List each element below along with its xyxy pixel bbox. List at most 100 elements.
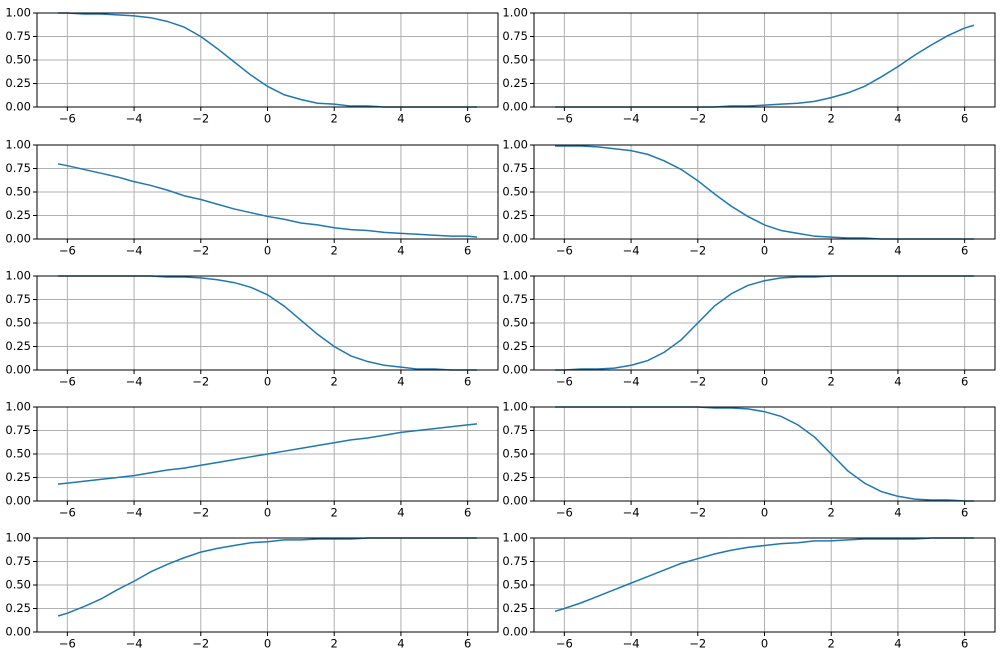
axes-frame [36, 275, 499, 371]
x-tick-label: 2 [331, 112, 338, 126]
x-tick-label: 2 [828, 637, 835, 651]
x-tick-label: 6 [961, 244, 968, 258]
x-tick-label: 6 [464, 112, 471, 126]
y-tick-label: 0.50 [502, 578, 528, 592]
x-tick-label: 6 [464, 244, 471, 258]
curve [57, 163, 478, 238]
y-tick-label: 0.75 [5, 161, 31, 175]
x-tick-label: 0 [264, 112, 271, 126]
x-tick-label: 0 [761, 506, 768, 520]
x-tick-label: 6 [961, 637, 968, 651]
x-tick-label: −2 [689, 637, 706, 651]
x-tick-label: 6 [464, 637, 471, 651]
y-tick-label: 0.00 [502, 625, 528, 639]
x-tick-label: −4 [623, 244, 640, 258]
y-tick-label: 0.00 [502, 232, 528, 246]
x-tick-label: −4 [126, 506, 143, 520]
y-tick-label: 0.50 [5, 578, 31, 592]
y-tick-label: 0.50 [502, 53, 528, 67]
x-tick-label: −6 [59, 506, 76, 520]
x-tick-label: 2 [331, 637, 338, 651]
y-tick-label: 0.00 [502, 100, 528, 114]
y-tick-label: 0.25 [502, 208, 528, 222]
curve [554, 537, 974, 613]
x-tick-label: 0 [264, 637, 271, 651]
x-tick-label: −6 [556, 637, 573, 651]
y-tick-label: 0.00 [502, 363, 528, 377]
y-tick-label: 0.50 [5, 316, 31, 330]
y-tick-label: 0.25 [5, 76, 31, 90]
y-tick-label: 0.75 [502, 554, 528, 568]
x-tick-label: 0 [264, 506, 271, 520]
x-tick-label: −4 [126, 244, 143, 258]
x-tick-label: −6 [556, 375, 573, 389]
x-tick-label: 2 [828, 244, 835, 258]
x-tick-label: −2 [689, 506, 706, 520]
y-tick-label: 0.75 [502, 423, 528, 437]
x-tick-label: 4 [397, 375, 404, 389]
x-tick-label: 4 [397, 637, 404, 651]
x-tick-label: 0 [761, 244, 768, 258]
y-tick-label: 0.00 [5, 494, 31, 508]
y-tick-label: 1.00 [5, 269, 31, 283]
y-tick-label: 0.75 [502, 161, 528, 175]
x-tick-label: 6 [961, 375, 968, 389]
x-tick-label: 4 [397, 112, 404, 126]
x-tick-label: −6 [556, 244, 573, 258]
y-tick-label: 0.25 [502, 601, 528, 615]
y-tick-label: 1.00 [5, 400, 31, 414]
x-tick-label: 4 [894, 637, 901, 651]
x-tick-label: 4 [894, 375, 901, 389]
x-tick-label: −4 [623, 112, 640, 126]
y-tick-label: 0.50 [502, 316, 528, 330]
y-tick-label: 0.25 [502, 76, 528, 90]
y-tick-label: 1.00 [502, 138, 528, 152]
y-tick-label: 1.00 [5, 138, 31, 152]
x-tick-label: −4 [623, 506, 640, 520]
x-tick-label: −2 [192, 637, 209, 651]
y-tick-label: 0.50 [5, 185, 31, 199]
y-tick-label: 0.00 [502, 494, 528, 508]
axes-frame [36, 144, 499, 240]
x-tick-label: 4 [894, 112, 901, 126]
x-tick-label: 2 [331, 244, 338, 258]
x-tick-label: 2 [828, 112, 835, 126]
x-tick-label: −6 [556, 506, 573, 520]
x-tick-label: 6 [464, 506, 471, 520]
axes-frame [533, 537, 996, 633]
axes-frame [36, 406, 499, 502]
x-tick-label: 0 [264, 375, 271, 389]
axes-frame [533, 406, 996, 502]
y-tick-label: 1.00 [5, 531, 31, 545]
x-tick-label: −4 [126, 375, 143, 389]
y-tick-label: 0.75 [502, 292, 528, 306]
x-tick-label: 2 [828, 375, 835, 389]
x-tick-label: −6 [59, 637, 76, 651]
x-tick-label: 2 [828, 506, 835, 520]
x-tick-label: −2 [689, 244, 706, 258]
y-tick-label: 0.75 [5, 423, 31, 437]
y-tick-label: 0.00 [5, 232, 31, 246]
y-tick-label: 0.25 [502, 470, 528, 484]
axes-frame [533, 12, 996, 108]
y-tick-label: 0.25 [5, 470, 31, 484]
x-tick-label: −4 [126, 637, 143, 651]
x-tick-label: 0 [761, 375, 768, 389]
y-tick-label: 0.25 [5, 208, 31, 222]
y-tick-label: 0.50 [5, 53, 31, 67]
y-tick-label: 1.00 [502, 400, 528, 414]
x-tick-label: −6 [59, 375, 76, 389]
axes-frame [36, 537, 499, 633]
x-tick-label: 6 [961, 112, 968, 126]
y-tick-label: 0.25 [5, 601, 31, 615]
y-tick-label: 0.00 [5, 363, 31, 377]
x-tick-label: −2 [192, 506, 209, 520]
x-tick-label: −2 [192, 244, 209, 258]
axes-frame [533, 275, 996, 371]
x-tick-label: 6 [464, 375, 471, 389]
y-tick-label: 0.75 [5, 554, 31, 568]
x-tick-label: 2 [331, 375, 338, 389]
y-tick-label: 0.75 [5, 29, 31, 43]
